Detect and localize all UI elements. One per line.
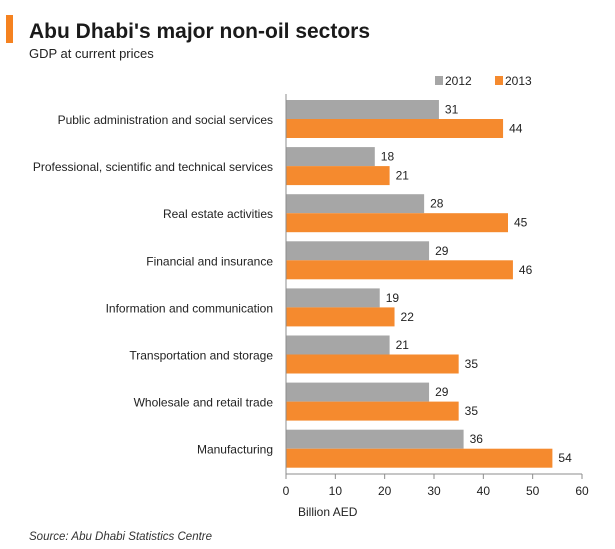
category-label-8: Manufacturing <box>197 443 273 457</box>
data-label-2012-4: 29 <box>435 244 449 258</box>
bar-2012-4 <box>286 241 430 261</box>
data-label-2013-7: 35 <box>465 404 479 418</box>
legend-label-2012: 2012 <box>445 74 472 88</box>
x-tick-label-30: 30 <box>427 484 441 498</box>
chart-title: Abu Dhabi's major non-oil sectors <box>29 20 370 43</box>
data-label-2012-5: 19 <box>386 291 400 305</box>
bar-2013-5 <box>286 307 395 327</box>
x-tick-label-60: 60 <box>575 484 589 498</box>
data-label-2012-8: 36 <box>470 432 484 446</box>
x-tick-label-20: 20 <box>378 484 392 498</box>
category-labels: Public administration and social service… <box>33 113 273 457</box>
axes-group: 0 10 20 30 40 50 60 <box>283 94 589 498</box>
data-label-2013-1: 44 <box>509 122 523 136</box>
data-label-2012-6: 21 <box>396 338 410 352</box>
bar-2013-7 <box>286 401 459 421</box>
bar-2012-6 <box>286 335 390 355</box>
x-tick-label-10: 10 <box>329 484 343 498</box>
bar-2013-3 <box>286 213 508 233</box>
data-label-2012-2: 18 <box>381 150 395 164</box>
data-label-2013-8: 54 <box>558 451 572 465</box>
data-label-2012-3: 28 <box>430 197 444 211</box>
data-label-2013-3: 45 <box>514 216 528 230</box>
data-label-2012-1: 31 <box>445 103 459 117</box>
legend-label-2013: 2013 <box>505 74 532 88</box>
bar-2013-1 <box>286 119 504 138</box>
x-axis-label: Billion AED <box>298 505 358 519</box>
category-label-6: Transportation and storage <box>129 349 273 363</box>
x-tick-label-50: 50 <box>526 484 540 498</box>
source-note: Source: Abu Dhabi Statistics Centre <box>29 531 212 543</box>
category-label-5: Information and communication <box>106 301 273 315</box>
data-label-2012-7: 29 <box>435 385 449 399</box>
data-label-2013-6: 35 <box>465 357 479 371</box>
bar-2013-6 <box>286 354 459 374</box>
bar-2012-5 <box>286 288 380 308</box>
category-label-3: Real estate activities <box>163 207 273 221</box>
bar-2012-2 <box>286 147 375 167</box>
x-tick-label-0: 0 <box>283 484 290 498</box>
data-label-2013-2: 21 <box>396 169 410 183</box>
chart-legend: 2012 2013 <box>435 74 532 88</box>
bar-2013-8 <box>286 448 553 468</box>
x-tick-label-40: 40 <box>477 484 491 498</box>
legend-swatch-2012 <box>435 76 443 85</box>
category-label-7: Wholesale and retail trade <box>134 396 274 410</box>
bar-2012-1 <box>286 100 439 119</box>
title-accent-bar <box>6 15 13 43</box>
data-label-2013-5: 22 <box>401 310 415 324</box>
bar-2012-3 <box>286 194 425 214</box>
bar-2012-8 <box>286 429 464 449</box>
legend-swatch-2013 <box>495 76 503 85</box>
category-label-1: Public administration and social service… <box>58 113 273 127</box>
category-label-2: Professional, scientific and technical s… <box>33 160 273 174</box>
bar-2013-2 <box>286 166 390 186</box>
category-label-4: Financial and insurance <box>146 254 273 268</box>
data-label-2013-4: 46 <box>519 263 533 277</box>
bar-2013-4 <box>286 260 513 280</box>
bar-2012-7 <box>286 382 430 402</box>
chart-subtitle: GDP at current prices <box>29 46 154 61</box>
